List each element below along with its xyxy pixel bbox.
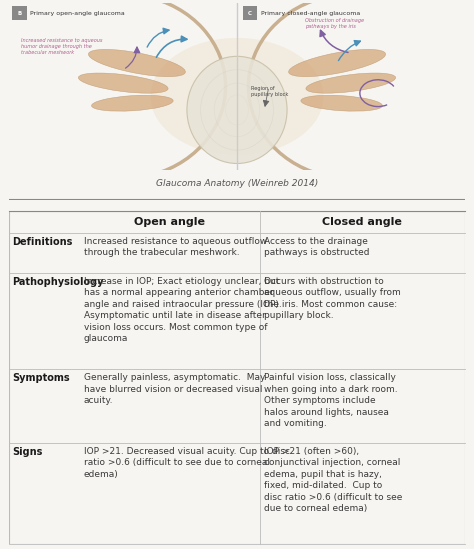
Text: Region of
pupillary block: Region of pupillary block — [251, 86, 288, 97]
Ellipse shape — [151, 38, 323, 155]
Text: IOP >21. Decreased visual acuity. Cup to disc
ratio >0.6 (difficult to see due t: IOP >21. Decreased visual acuity. Cup to… — [83, 447, 290, 479]
Text: B: B — [18, 10, 22, 15]
Text: Increase in IOP; Exact etiology unclear, but
has a normal appearing anterior cha: Increase in IOP; Exact etiology unclear,… — [83, 277, 282, 343]
Text: Symptoms: Symptoms — [12, 373, 69, 383]
Text: Primary closed-angle glaucoma: Primary closed-angle glaucoma — [261, 10, 360, 15]
Text: C: C — [248, 10, 252, 15]
Text: Open angle: Open angle — [135, 217, 205, 227]
Ellipse shape — [89, 49, 185, 77]
Ellipse shape — [187, 57, 287, 164]
Text: Definitions: Definitions — [12, 237, 72, 247]
Text: Increased resistance to aqueous
humor drainage through the
trabecular meshwork: Increased resistance to aqueous humor dr… — [21, 38, 102, 54]
Text: Increased resistance to aqueous outflow
through the trabecular meshwork.: Increased resistance to aqueous outflow … — [83, 237, 267, 257]
Ellipse shape — [289, 49, 385, 77]
Text: Pathophysiology: Pathophysiology — [12, 277, 103, 287]
Text: Occurs with obstruction to
aqueous outflow, usually from
the iris. Most common c: Occurs with obstruction to aqueous outfl… — [264, 277, 401, 321]
FancyBboxPatch shape — [243, 6, 257, 20]
Text: IOP >21 (often >60),
conjunctival injection, corneal
edema, pupil that is hazy,
: IOP >21 (often >60), conjunctival inject… — [264, 447, 403, 513]
Text: Glaucoma Anatomy (Weinreb 2014): Glaucoma Anatomy (Weinreb 2014) — [156, 180, 318, 188]
Ellipse shape — [301, 96, 383, 111]
Ellipse shape — [306, 73, 396, 93]
Text: Access to the drainage
pathways is obstructed: Access to the drainage pathways is obstr… — [264, 237, 370, 257]
Text: Closed angle: Closed angle — [322, 217, 402, 227]
Text: Primary open-angle glaucoma: Primary open-angle glaucoma — [30, 10, 125, 15]
FancyBboxPatch shape — [12, 6, 27, 20]
Text: Signs: Signs — [12, 447, 42, 457]
Ellipse shape — [78, 73, 168, 93]
Ellipse shape — [91, 96, 173, 111]
Text: Obstruction of drainage
pathways by the iris: Obstruction of drainage pathways by the … — [305, 18, 365, 29]
Text: Painful vision loss, classically
when going into a dark room.
Other symptoms inc: Painful vision loss, classically when go… — [264, 373, 398, 428]
Text: Generally painless, asymptomatic.  May
have blurred vision or decreased visual
a: Generally painless, asymptomatic. May ha… — [83, 373, 265, 405]
